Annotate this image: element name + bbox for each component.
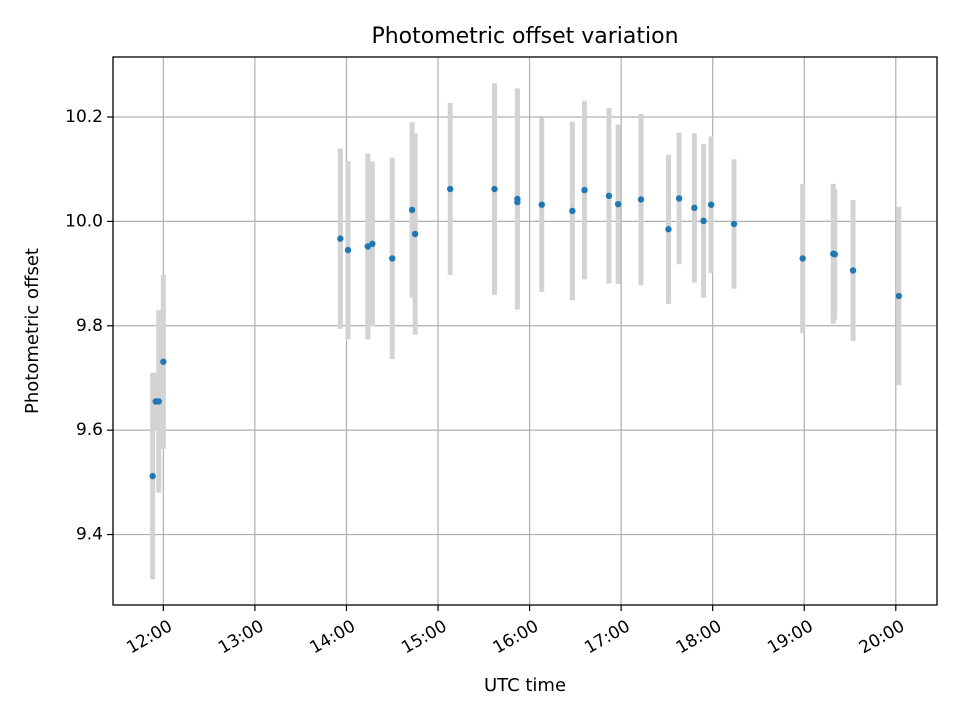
data-point	[369, 240, 376, 248]
x-axis: 12:00 13:00 14:00 15:00 16:00 17:00 18:00 19:00…	[123, 605, 908, 658]
data-point	[665, 226, 672, 233]
y-tick-label: 9.8	[76, 316, 103, 336]
data-point	[446, 185, 454, 193]
data-point	[411, 230, 419, 238]
error-bars	[150, 83, 902, 580]
data-point	[707, 201, 715, 208]
data-point	[569, 207, 576, 215]
data-point	[152, 398, 159, 405]
x-tick-label: 20:00	[856, 616, 908, 658]
x-axis-label: UTC time	[484, 675, 566, 696]
data-point	[538, 201, 545, 208]
y-tick-label: 9.6	[76, 420, 103, 440]
data-point	[637, 196, 645, 203]
plot-frame	[112, 56, 938, 606]
data-point	[491, 185, 498, 193]
data-point	[514, 198, 521, 206]
data-point	[149, 472, 156, 480]
data-point	[614, 200, 622, 208]
data-point	[700, 217, 707, 225]
x-tick-label: 18:00	[673, 616, 725, 658]
data-point	[337, 235, 344, 242]
y-axis-label: Photometric offset	[22, 248, 43, 414]
y-tick-label: 10.0	[65, 211, 103, 231]
data-point	[675, 195, 683, 202]
x-tick-label: 19:00	[764, 616, 816, 658]
x-tick-label: 13:00	[215, 616, 267, 658]
data-point	[730, 220, 738, 228]
y-tick-label: 9.4	[76, 525, 103, 545]
x-tick-label: 14:00	[307, 616, 359, 658]
grid	[113, 57, 937, 605]
y-axis: 9.4 9.6 9.8 10.0 10.2	[65, 107, 113, 545]
data-point	[408, 206, 416, 214]
data-point	[691, 204, 698, 212]
data-point	[849, 267, 857, 274]
data-point	[581, 186, 588, 194]
x-tick-label: 17:00	[581, 616, 633, 658]
data-point	[389, 255, 396, 262]
x-tick-label: 12:00	[123, 616, 175, 658]
data-point	[160, 358, 167, 365]
data-points	[149, 185, 903, 480]
data-point	[344, 246, 352, 254]
data-point	[895, 292, 903, 300]
data-point	[799, 255, 806, 262]
data-point	[831, 251, 838, 258]
y-tick-label: 10.2	[65, 107, 103, 127]
data-point	[605, 192, 613, 200]
x-tick-label: 15:00	[398, 616, 450, 658]
chart-title: Photometric offset variation	[371, 24, 678, 49]
x-tick-label: 16:00	[490, 616, 542, 658]
